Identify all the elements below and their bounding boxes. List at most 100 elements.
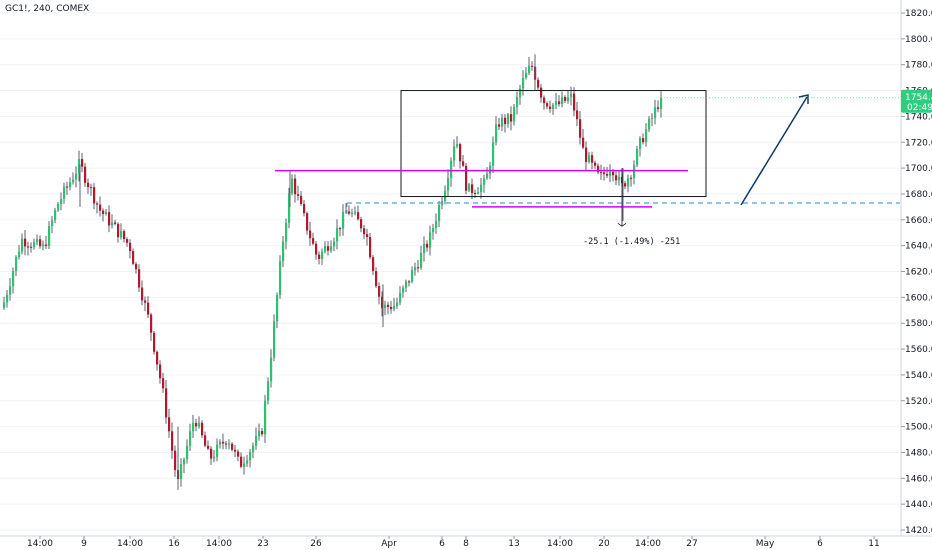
candle-bull <box>189 431 192 446</box>
candle-bear <box>132 251 135 264</box>
symbol-title: GC1!, 240, COMEX <box>5 4 90 14</box>
candle-bear <box>591 155 594 163</box>
candle-bull <box>333 241 336 247</box>
candle-bull <box>18 251 21 257</box>
candle-bear <box>312 238 315 244</box>
candle-bear <box>159 364 162 379</box>
candle-bull <box>651 117 654 119</box>
candle-bull <box>552 104 555 109</box>
candle-bear <box>108 212 111 226</box>
candle-bear <box>210 448 213 459</box>
candle-bear <box>357 212 360 220</box>
candle-bull <box>483 178 486 185</box>
price-tick-label: 1780.0 <box>905 61 932 71</box>
candle-bear <box>231 443 234 450</box>
candle-bull <box>60 199 63 205</box>
range-rectangle[interactable] <box>400 90 707 198</box>
candle-bull <box>486 173 489 179</box>
time-tick-label: 8 <box>463 539 469 549</box>
candle-bull <box>33 242 36 248</box>
candle-bull <box>213 456 216 459</box>
candle-bull <box>336 228 339 242</box>
candle-bear <box>366 234 369 237</box>
candle-bear <box>222 441 225 444</box>
candle-bull <box>264 400 267 435</box>
candle-bear <box>630 177 633 179</box>
candle-bull <box>9 286 12 295</box>
candle-bear <box>153 332 156 352</box>
candle-bear <box>168 417 171 432</box>
candle-bear <box>294 178 297 195</box>
candle-bear <box>27 246 30 248</box>
candle-bear <box>471 184 474 193</box>
candle-bear <box>327 246 330 251</box>
candle-bull <box>270 357 273 382</box>
candle-bear <box>237 451 240 457</box>
candle-bull <box>528 65 531 73</box>
candle-bear <box>585 147 588 162</box>
candle-bull <box>111 222 114 226</box>
candle-bull <box>396 302 399 306</box>
candle-bull <box>627 177 630 187</box>
candle-bear <box>390 306 393 310</box>
candle-bear <box>66 186 69 188</box>
candle-bear <box>369 236 372 258</box>
candle-bear <box>99 204 102 211</box>
candle-bull <box>438 205 441 221</box>
candle-bull <box>450 160 453 179</box>
candle-bear <box>102 210 105 215</box>
candle-bear <box>558 101 561 105</box>
candle-bull <box>429 232 432 248</box>
candle-bull <box>321 251 324 259</box>
candle-bear <box>300 195 303 204</box>
candle-bull <box>15 256 18 271</box>
candle-bear <box>315 243 318 255</box>
candle-bear <box>543 97 546 104</box>
candle-bear <box>84 166 87 183</box>
candle-bull <box>54 210 57 221</box>
candle-bull <box>72 179 75 183</box>
candle-bull <box>420 253 423 268</box>
time-tick-label: 14:00 <box>635 539 661 549</box>
price-tick-label: 1640.0 <box>905 242 932 252</box>
candle-bear <box>195 423 198 427</box>
time-tick-label: 20 <box>598 539 610 549</box>
candle-bull <box>249 451 252 461</box>
price-tick-label: 1660.0 <box>905 216 932 226</box>
price-tick-label: 1700.0 <box>905 164 932 174</box>
candle-bull <box>402 287 405 293</box>
candle-bull <box>219 441 222 445</box>
price-tick-label: 1420.0 <box>905 526 932 536</box>
countdown-label: 02:49 <box>907 103 932 113</box>
candle-bear <box>135 263 138 270</box>
candle-bear <box>234 449 237 452</box>
candle-bear <box>147 302 150 315</box>
measure-label: -25.1 (-1.49%) -251 <box>583 237 680 247</box>
candle-bear <box>573 93 576 111</box>
candle-bull <box>654 107 657 118</box>
candle-bear <box>657 107 660 109</box>
candle-bull <box>648 118 651 130</box>
candle-bull <box>432 228 435 233</box>
candle-bear <box>156 351 159 365</box>
candle-bear <box>309 230 312 239</box>
candle-bull <box>51 220 54 227</box>
candle-bull <box>21 238 24 252</box>
candle-bull <box>507 114 510 125</box>
candle-bear <box>141 287 144 301</box>
candle-bear <box>87 182 90 188</box>
candle-bull <box>243 463 246 467</box>
price-tick-label: 1620.0 <box>905 268 932 278</box>
candle-bear <box>360 219 363 229</box>
candle-bull <box>405 281 408 288</box>
time-tick-label: 11 <box>868 539 879 549</box>
candle-bear <box>624 183 627 187</box>
candle-bull <box>636 148 639 165</box>
candle-bull <box>120 231 123 238</box>
price-tick-label: 1820.0 <box>905 9 932 19</box>
time-tick-label: 14:00 <box>206 539 232 549</box>
time-tick-label: 26 <box>310 539 322 549</box>
candle-bear <box>303 203 306 214</box>
projection-arrow[interactable] <box>740 96 808 206</box>
